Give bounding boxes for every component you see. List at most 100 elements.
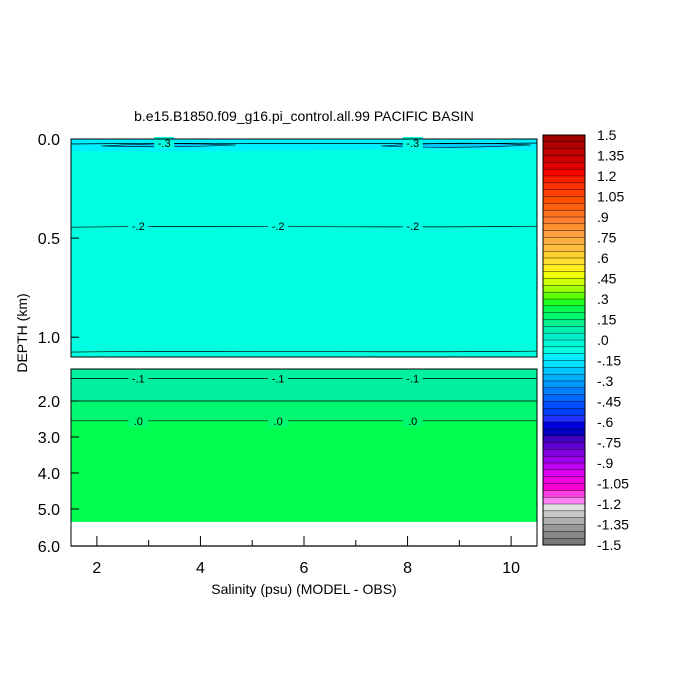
contour-label: -.2 [132,221,145,233]
colorbar-swatch [542,503,586,512]
colorbar-label: -.3 [597,373,614,389]
colorbar-swatch [542,285,586,293]
colorbar-swatch [542,250,586,259]
colorbar-swatch [542,346,586,355]
contour-label: .0 [408,416,417,428]
contour-label-bg [128,220,149,233]
x-axis-title: Salinity (psu) (MODEL - OBS) [211,581,396,597]
y-tick-label: 2.0 [38,394,60,411]
colorbar-swatch [542,162,586,170]
y-tick-label: 0.0 [38,132,60,149]
colorbar-label: -.75 [597,435,621,451]
colorbar-swatch [542,216,586,225]
colorbar-swatch [542,291,586,300]
contour-label-bg [154,136,175,149]
colorbar-label: .0 [597,332,609,348]
colorbar-swatch [542,510,586,519]
colorbar-swatch [542,380,586,389]
contour-label-bg [402,372,423,385]
colorbar-swatch [542,175,586,184]
depth-band [71,369,537,401]
contour-line [70,142,538,145]
colorbar-swatch [542,332,586,341]
colorbar-label: .45 [597,271,617,287]
colorbar-swatch [542,517,586,526]
colorbar-swatch [542,387,586,396]
y-axis-title: DEPTH (km) [14,293,30,372]
colorbar-swatch [542,428,586,437]
colorbar-swatch [542,401,586,409]
y-tick-label: 5.0 [38,502,60,519]
colorbar-swatch [542,134,586,143]
y-tick-label: 1.0 [38,330,60,347]
contour-label-bg [268,220,289,233]
colorbar-label: -.45 [597,394,621,410]
colorbar-label: -1.5 [597,537,621,553]
colorbar-swatch [542,230,586,239]
colorbar-swatch [542,490,586,498]
colorbar-swatch [542,537,586,546]
colorbar-label: -.15 [597,353,621,369]
colorbar-swatch [542,339,586,348]
lower-panel: -.1 -.1 -.1 .0 .0 .0 2.0 3.0 4.0 5.0 6.0 [38,368,538,556]
depth-band [71,420,537,522]
contour-label: .0 [274,416,283,428]
colorbar-swatch [542,257,586,266]
colorbar-swatch [542,442,586,450]
colorbar-label: .6 [597,250,609,266]
colorbar-swatch [542,319,586,327]
y-tick-label: 3.0 [38,430,60,447]
colorbar-swatch [542,462,586,471]
contour-label: -.2 [406,221,419,233]
contour-label-bg [128,372,149,385]
colorbar-swatch [542,264,586,273]
colorbar-swatch [542,237,586,245]
colorbar-swatch [542,209,586,218]
colorbar-swatch [542,469,586,478]
colorbar-swatch [542,483,586,491]
colorbar-swatch [542,271,586,279]
colorbar-swatch [542,421,586,430]
plot-title: b.e15.B1850.f09_g16.pi_control.all.99 PA… [134,108,474,124]
colorbar-swatch [542,278,586,286]
colorbar-swatch [542,223,586,232]
contour-label: -.1 [272,374,285,386]
y-tick-label: 4.0 [38,466,60,483]
colorbar-swatch [542,353,586,361]
colorbar-swatch [542,182,586,191]
colorbar-label: 1.2 [597,168,617,184]
colorbar-swatch [542,360,586,368]
upper-frame [70,138,538,358]
colorbar-label: -1.2 [597,496,621,512]
colorbar-swatch [542,414,586,423]
colorbar-swatch [542,408,586,416]
contour-label-bg [268,372,289,385]
colorbar-swatch [542,155,586,163]
x-tick-label: 4 [196,560,205,577]
colorbar-frame [542,134,586,546]
contour-label: -.3 [406,138,419,150]
contour-label-bg [128,414,149,427]
colorbar-swatch [542,524,586,532]
colorbar-label: -1.05 [597,476,629,492]
colorbar-label: 1.05 [597,189,624,205]
contour-label-bg [402,414,423,427]
colorbar-swatch [542,373,586,382]
colorbar-swatch [542,148,586,157]
colorbar-label: 1.5 [597,127,617,143]
colorbar-label: -1.35 [597,517,629,533]
contour-label: -.1 [132,374,145,386]
colorbar-swatch [542,449,586,457]
colorbar-swatch [542,203,586,211]
colorbar-label: .15 [597,312,617,328]
colorbar-swatch [542,394,586,402]
contour-label: .0 [134,416,143,428]
x-tick-label: 6 [300,560,309,577]
colorbar-swatch [542,168,586,177]
colorbar-label: .75 [597,230,617,246]
x-tick-label: 2 [92,560,101,577]
colorbar-label: -.6 [597,414,614,430]
colorbar-swatch [542,455,586,464]
x-tick-label: 10 [502,560,520,577]
x-axis: 2 4 6 8 10 [92,536,520,577]
